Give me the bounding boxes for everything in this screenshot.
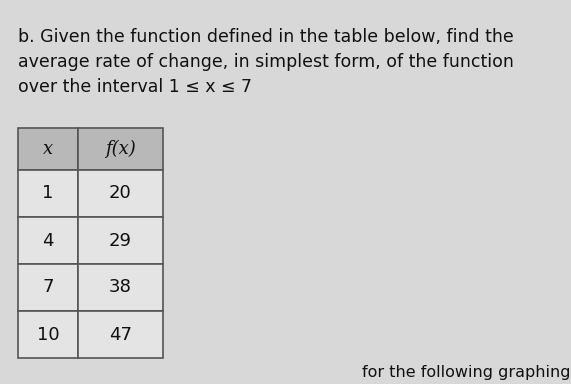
Text: f(x): f(x) xyxy=(105,140,136,158)
Bar xyxy=(18,170,78,217)
Text: b. Given the function defined in the table below, find the
average rate of chang: b. Given the function defined in the tab… xyxy=(18,28,514,96)
Bar xyxy=(18,217,78,264)
Bar xyxy=(18,311,78,358)
Text: x: x xyxy=(43,140,53,158)
Text: 10: 10 xyxy=(37,326,59,344)
Bar xyxy=(78,217,163,264)
Text: 20: 20 xyxy=(109,184,132,202)
Bar xyxy=(78,311,163,358)
Bar xyxy=(18,264,78,311)
Text: 38: 38 xyxy=(109,278,132,296)
Text: 29: 29 xyxy=(109,232,132,250)
Text: 7: 7 xyxy=(42,278,54,296)
Text: 47: 47 xyxy=(109,326,132,344)
Bar xyxy=(78,128,163,170)
Text: 1: 1 xyxy=(42,184,54,202)
Bar xyxy=(18,128,78,170)
Text: 4: 4 xyxy=(42,232,54,250)
Bar xyxy=(78,264,163,311)
Bar xyxy=(78,170,163,217)
Text: for the following graphing: for the following graphing xyxy=(363,365,571,380)
